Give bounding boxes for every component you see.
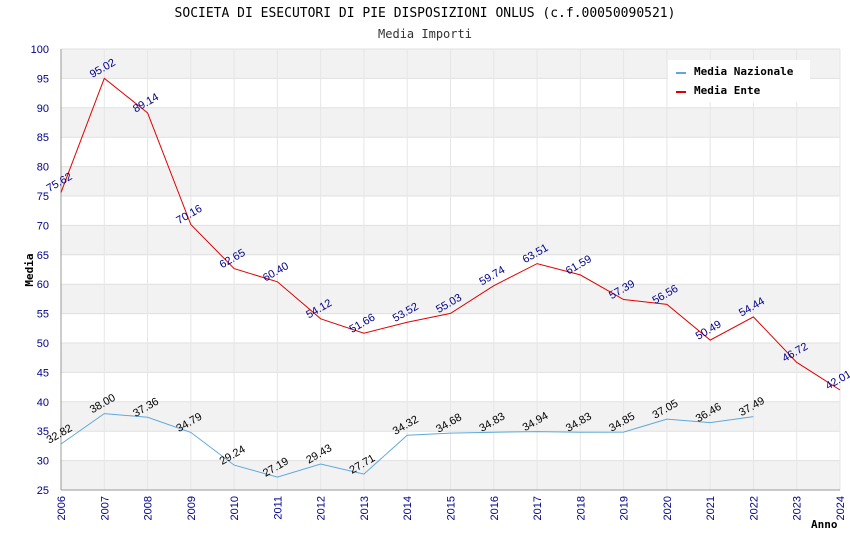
y-tick-label: 95 bbox=[37, 73, 49, 85]
y-tick-label: 100 bbox=[31, 44, 49, 56]
x-tick-label: 2006 bbox=[56, 496, 68, 520]
x-tick-label: 2021 bbox=[705, 496, 717, 520]
x-tick-label: 2007 bbox=[99, 496, 111, 520]
x-tick-label: 2011 bbox=[272, 496, 284, 520]
x-tick-label: 2008 bbox=[143, 496, 155, 520]
x-tick-label: 2016 bbox=[489, 496, 501, 520]
y-tick-label: 90 bbox=[37, 103, 49, 115]
x-tick-label: 2024 bbox=[835, 496, 847, 520]
y-tick-labels: 25 30 35 40 45 50 55 60 65 70 75 80 85 90 95 100 bbox=[31, 44, 49, 497]
legend-label-nazionale: Media Nazionale bbox=[694, 65, 794, 78]
legend-label-ente: Media Ente bbox=[694, 84, 761, 97]
y-axis-label: Media bbox=[23, 253, 36, 286]
y-tick-label: 25 bbox=[37, 485, 49, 497]
x-tick-label: 2015 bbox=[446, 496, 458, 520]
x-tick-label: 2019 bbox=[619, 496, 631, 520]
x-tick-label: 2013 bbox=[359, 496, 371, 520]
y-tick-label: 55 bbox=[37, 309, 49, 321]
y-tick-label: 40 bbox=[37, 397, 49, 409]
x-tick-label: 2014 bbox=[402, 496, 414, 520]
x-tick-label: 2022 bbox=[748, 496, 760, 520]
x-tick-label: 2023 bbox=[792, 496, 804, 520]
y-tick-label: 30 bbox=[37, 456, 49, 468]
series-line-0 bbox=[60, 413, 754, 478]
x-tick-label: 2009 bbox=[186, 496, 198, 520]
y-tick-label: 70 bbox=[37, 220, 49, 232]
x-tick-label: 2020 bbox=[662, 496, 674, 520]
x-axis-label: Anno bbox=[811, 518, 838, 531]
series-line-1 bbox=[60, 77, 841, 391]
chart-title: SOCIETA DI ESECUTORI DI PIE DISPOSIZIONI… bbox=[174, 6, 676, 21]
axes bbox=[60, 49, 840, 491]
x-tick-label: 2010 bbox=[229, 496, 241, 520]
series-lines bbox=[60, 77, 841, 478]
legend-box bbox=[668, 60, 810, 102]
x-tick-labels: 2006 2007 2008 2009 2010 2011 2012 2013 2014 2015… bbox=[56, 496, 847, 520]
y-tick-label: 45 bbox=[37, 367, 49, 379]
y-tick-label: 35 bbox=[37, 426, 49, 438]
grid-bands bbox=[60, 48, 841, 491]
y-tick-label: 80 bbox=[37, 162, 49, 174]
y-tick-label: 60 bbox=[37, 279, 49, 291]
x-tick-label: 2017 bbox=[532, 496, 544, 520]
y-tick-label: 85 bbox=[37, 132, 49, 144]
legend: Media Nazionale Media Ente bbox=[668, 60, 810, 102]
y-tick-label: 65 bbox=[37, 250, 49, 262]
x-tick-label: 2018 bbox=[575, 496, 587, 520]
y-tick-label: 50 bbox=[37, 338, 49, 350]
chart-subtitle: Media Importi bbox=[378, 27, 472, 41]
x-tick-label: 2012 bbox=[316, 496, 328, 520]
y-tick-label: 75 bbox=[37, 191, 49, 203]
